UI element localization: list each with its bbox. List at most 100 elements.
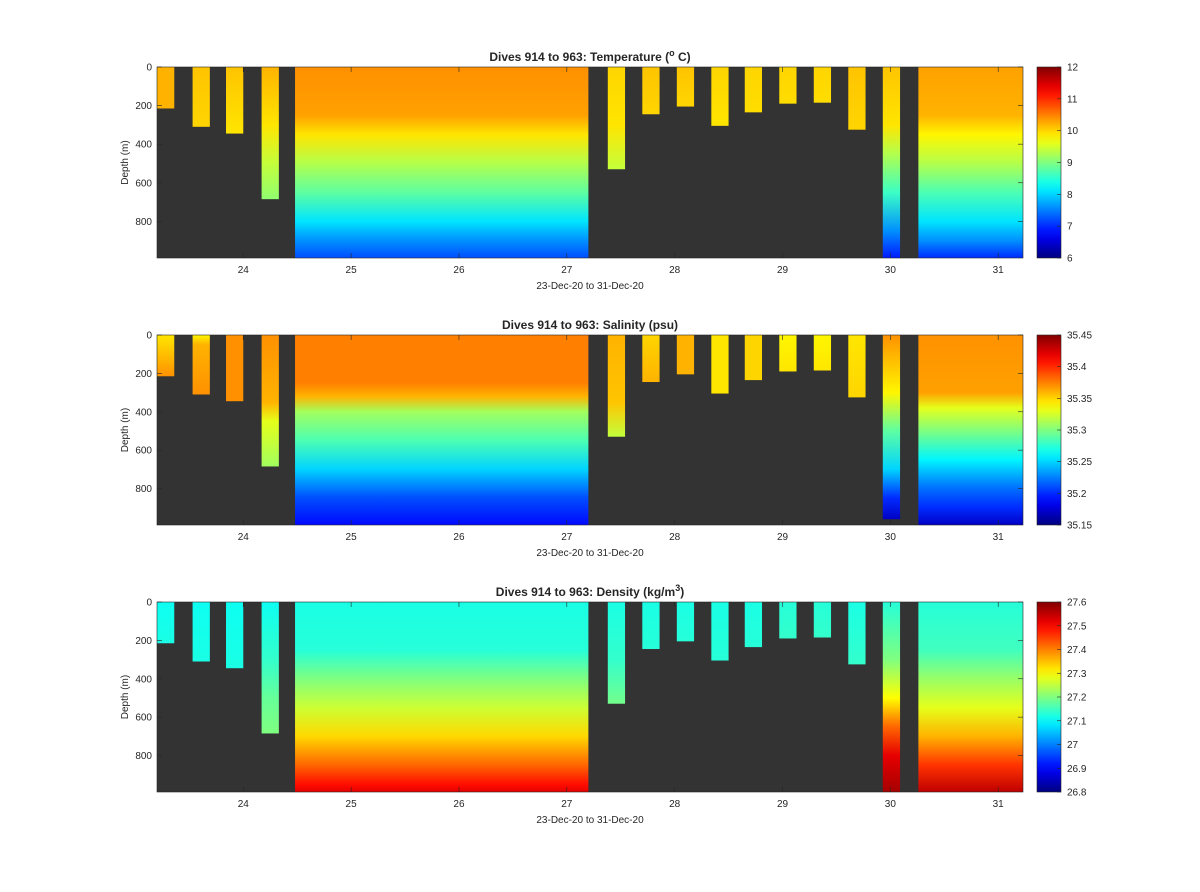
dive-profile — [295, 602, 589, 792]
dive-profile — [295, 67, 589, 258]
dive-profile — [261, 335, 279, 467]
colorbar-tick-label: 27.6 — [1067, 598, 1087, 609]
colorbar-tick-label: 35.4 — [1067, 362, 1087, 373]
dive-profile — [192, 602, 210, 662]
colorbar-tick-label: 35.35 — [1067, 394, 1092, 405]
x-tick-label: 31 — [993, 532, 1005, 543]
x-tick-label: 26 — [453, 532, 465, 543]
colorbar: 35.15 35.2 35.25 35.3 35.35 35.4 35.45 — [1036, 331, 1092, 532]
dive-profile — [226, 67, 244, 134]
dive-profile — [295, 335, 589, 525]
x-tick-label: 26 — [453, 265, 465, 276]
dive-profile — [642, 335, 660, 383]
dive-profile — [711, 335, 729, 394]
colorbar-tick-label: 27.5 — [1067, 621, 1087, 632]
dive-profile — [744, 602, 763, 648]
dive-profile — [157, 335, 175, 377]
dive-profile — [157, 67, 175, 109]
x-axis-label: 23-Dec-20 to 31-Dec-20 — [536, 548, 644, 559]
panel-2: 24 25 26 27 28 29 30 31 0 200 400 600 800 Dives 914 t… — [120, 318, 1092, 559]
colorbar-tick-label: 35.25 — [1067, 457, 1092, 468]
y-tick-label: 400 — [135, 140, 152, 151]
dive-profile — [192, 335, 210, 395]
dive-profile — [848, 602, 866, 665]
dive-profile — [779, 335, 797, 372]
x-tick-label: 28 — [669, 265, 681, 276]
dive-profile — [918, 602, 1023, 792]
dive-profile — [744, 335, 763, 381]
x-tick-label: 30 — [885, 532, 897, 543]
panel-1: 24 25 26 27 28 29 30 31 0 200 400 600 800 Dives 914 t… — [120, 48, 1079, 292]
colorbar-tick-label: 27.2 — [1067, 693, 1087, 704]
dive-profile — [779, 602, 797, 639]
x-tick-label: 28 — [669, 799, 681, 810]
x-tick-label: 30 — [885, 265, 897, 276]
x-tick-label: 28 — [669, 532, 681, 543]
x-tick-label: 25 — [346, 532, 358, 543]
dive-profile — [813, 335, 832, 371]
dive-profile — [779, 67, 797, 104]
x-tick-label: 30 — [885, 799, 897, 810]
y-tick-label: 600 — [135, 713, 152, 724]
colorbar-tick-label: 27 — [1067, 740, 1079, 751]
x-tick-label: 27 — [561, 799, 573, 810]
dive-profile — [813, 67, 832, 103]
colorbar-tick-label: 27.1 — [1067, 716, 1087, 727]
dive-profile — [607, 67, 626, 170]
dive-profile — [676, 335, 695, 375]
dive-profile — [642, 67, 660, 115]
y-tick-label: 800 — [135, 751, 152, 762]
y-tick-label: 0 — [146, 331, 152, 342]
panel-3: 24 25 26 27 28 29 30 31 0 200 400 600 800 Dives 914 t… — [120, 583, 1087, 826]
dive-profile — [813, 602, 832, 638]
x-tick-label: 29 — [777, 265, 789, 276]
x-tick-label: 26 — [453, 799, 465, 810]
colorbar-tick-label: 12 — [1067, 63, 1079, 74]
y-axis-label: Depth (m) — [120, 675, 131, 719]
colorbar-tick-label: 27.3 — [1067, 669, 1087, 680]
dive-profile — [848, 67, 866, 130]
y-axis-label: Depth (m) — [120, 140, 131, 184]
dive-profile — [882, 335, 901, 520]
colorbar-tick-label: 7 — [1067, 222, 1073, 233]
dive-profile — [607, 602, 626, 704]
colorbar-tick-label: 26.9 — [1067, 764, 1087, 775]
colorbar-tick-label: 10 — [1067, 126, 1079, 137]
x-tick-label: 31 — [993, 265, 1005, 276]
dive-profile — [676, 602, 695, 642]
y-axis-label: Depth (m) — [120, 408, 131, 452]
y-tick-label: 0 — [146, 63, 152, 74]
colorbar-tick-label: 11 — [1067, 94, 1078, 105]
dive-profile — [226, 602, 244, 669]
chart-title: Dives 914 to 963: Density (kg/m3) — [496, 583, 684, 599]
x-tick-label: 29 — [777, 532, 789, 543]
colorbar-tick-label: 35.15 — [1067, 521, 1092, 532]
dive-profile — [192, 67, 210, 127]
colorbar-tick-label: 35.45 — [1067, 331, 1092, 342]
x-tick-label: 25 — [346, 799, 358, 810]
x-tick-label: 31 — [993, 799, 1005, 810]
dive-profile — [918, 335, 1023, 525]
x-tick-label: 24 — [238, 799, 250, 810]
colorbar-tick-label: 35.2 — [1067, 489, 1087, 500]
dive-profile — [226, 335, 244, 402]
colorbar-tick-label: 26.8 — [1067, 788, 1087, 799]
axes-box — [156, 66, 1024, 259]
dive-profile — [261, 67, 279, 200]
x-tick-label: 27 — [561, 532, 573, 543]
colorbar-tick-label: 6 — [1067, 254, 1073, 265]
dive-profile — [882, 67, 901, 258]
colorbar-tick-label: 27.4 — [1067, 645, 1087, 656]
dive-profile — [261, 602, 279, 734]
chart-title: Dives 914 to 963: Salinity (psu) — [502, 318, 678, 332]
x-tick-label: 25 — [346, 265, 358, 276]
dive-profile — [711, 602, 729, 661]
y-tick-label: 600 — [135, 178, 152, 189]
colorbar: 6 7 8 9 10 11 12 — [1036, 63, 1079, 265]
dive-profile — [882, 602, 901, 792]
y-tick-label: 0 — [146, 598, 152, 609]
y-tick-label: 200 — [135, 101, 152, 112]
x-axis-label: 23-Dec-20 to 31-Dec-20 — [536, 815, 644, 826]
y-tick-label: 200 — [135, 369, 152, 380]
